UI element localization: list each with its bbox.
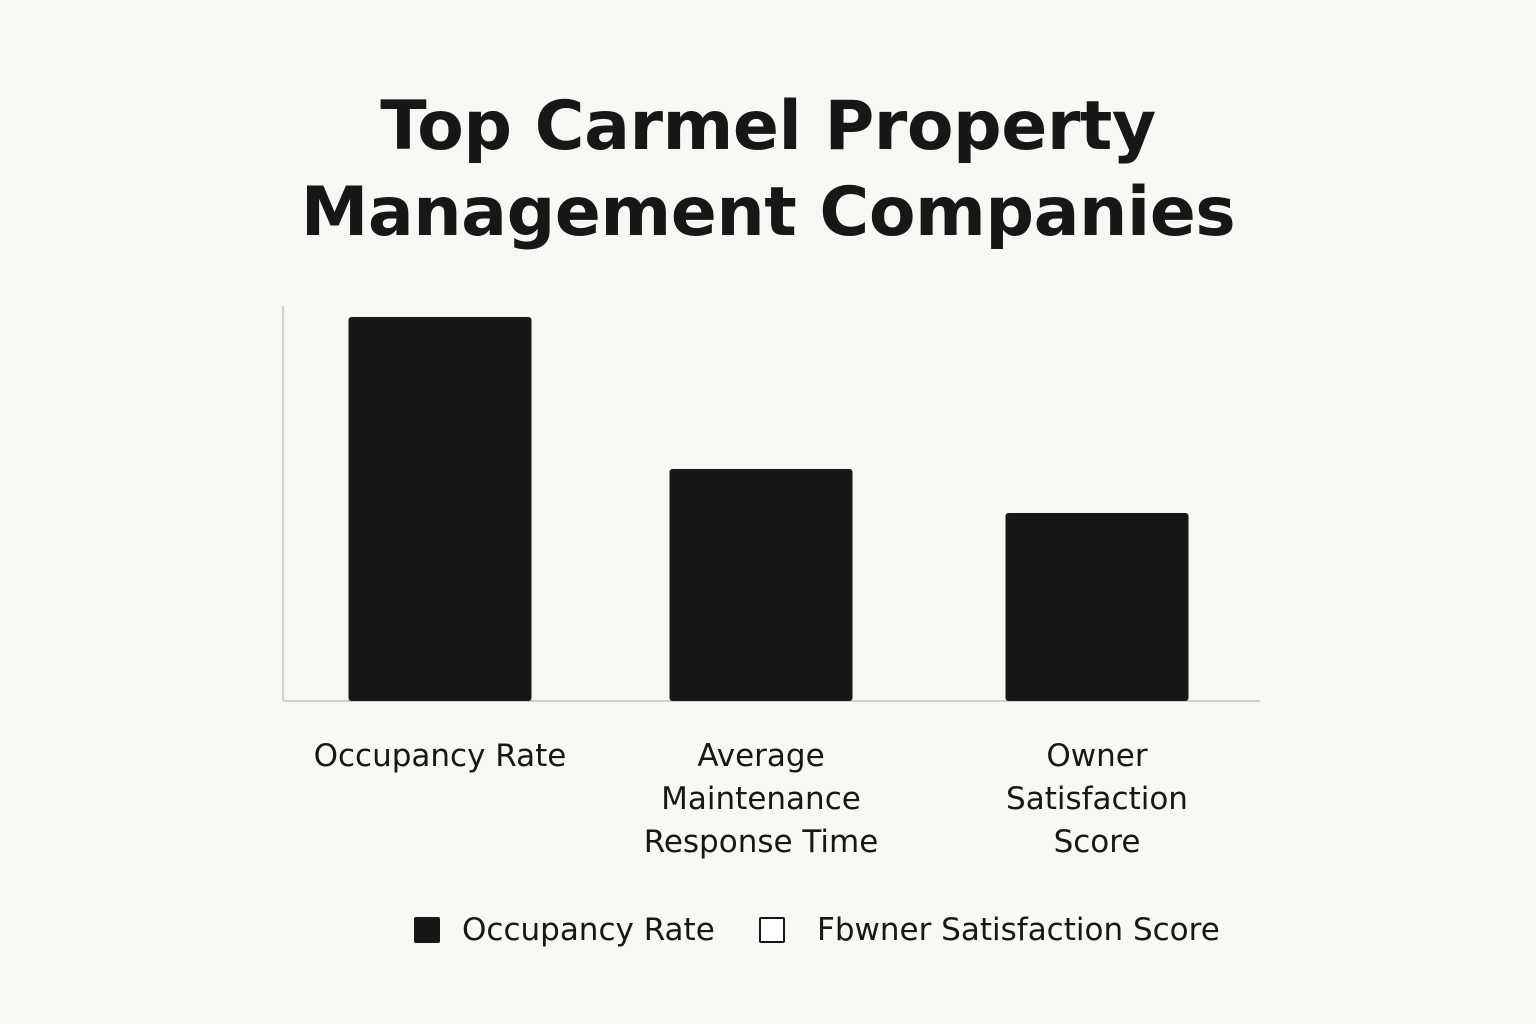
bar-occupancy-rate [348, 317, 532, 701]
category-label-line: Occupancy Rate [313, 738, 567, 774]
category-label-line: Score [1053, 824, 1141, 860]
chart-title-line-2: Management Companies [300, 173, 1236, 252]
legend-item-occupancy-rate: Occupancy Rate [414, 908, 715, 952]
category-label-occupancy-rate: Occupancy Rate [290, 735, 590, 778]
chart-title: Top Carmel Property Management Companies [0, 84, 1536, 256]
category-label-line: Maintenance [661, 781, 861, 817]
legend-swatch-occupancy-rate [414, 917, 440, 943]
legend-label-occupancy-rate: Occupancy Rate [462, 912, 715, 948]
category-label-average-maintenance-response-time: Average Maintenance Response Time [611, 735, 911, 864]
legend-swatch-owner-satisfaction-score [759, 917, 785, 943]
category-label-line: Owner [1046, 738, 1148, 774]
bars-group [348, 317, 1189, 701]
bar-average-maintenance-response-time [669, 469, 853, 701]
category-label-line: Average [697, 738, 825, 774]
category-label-line: Satisfaction [1006, 781, 1188, 817]
chart-title-line-1: Top Carmel Property [380, 87, 1156, 166]
legend-item-owner-satisfaction-score: Fbwner Satisfaction Score [759, 908, 1220, 952]
legend: Occupancy Rate Fbwner Satisfaction Score [0, 908, 1536, 952]
bar-owner-satisfaction-score [1005, 513, 1189, 701]
category-label-owner-satisfaction-score: Owner Satisfaction Score [947, 735, 1247, 864]
legend-label-owner-satisfaction-score: Fbwner Satisfaction Score [817, 912, 1220, 948]
category-label-line: Response Time [643, 824, 879, 860]
